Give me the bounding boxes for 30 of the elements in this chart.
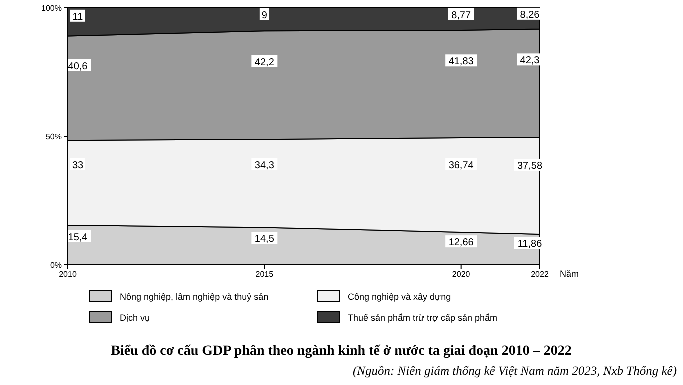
data-label: 12,66 [448, 238, 474, 249]
y-tick-label: 0% [50, 261, 62, 270]
legend-label: Nông nghiệp, lâm nghiệp và thuỷ sản [120, 292, 269, 302]
data-label: 36,74 [448, 160, 474, 172]
data-label: 14,5 [254, 234, 275, 246]
data-label: 40,6 [68, 61, 88, 72]
x-axis-title: Năm [560, 269, 580, 279]
y-tick-label: 50% [46, 132, 62, 142]
legend-label: Dịch vụ [120, 313, 150, 323]
data-label: 11 [72, 12, 84, 23]
data-label: 8,26 [520, 10, 540, 21]
x-tick-label: 2010 [59, 270, 78, 279]
data-label: 11,86 [518, 239, 543, 250]
data-label: 37,58 [517, 160, 543, 172]
data-label: 8,77 [452, 10, 472, 22]
data-label: 9 [262, 10, 268, 22]
data-label: 41,83 [448, 56, 474, 68]
text: Biểu đồ cơ cấu GDP phân theo ngành kinh tế ở nước ta giai đoạn 2010 – 2022 [111, 344, 572, 359]
data-label: 33 [72, 160, 84, 172]
data-label: 15,4 [68, 232, 88, 244]
y-tick-label: 100% [42, 4, 62, 13]
x-tick-label: 2015 [256, 270, 274, 279]
data-label: 42,3 [520, 56, 540, 67]
data-label: 42,2 [254, 57, 275, 68]
x-tick-label: 2022 [531, 270, 550, 279]
legend-label: Công nghiệp và xây dựng [348, 292, 452, 302]
legend-label: Thuế sản phẩm trừ trợ cấp sản phẩm [348, 313, 498, 323]
x-tick-label: 2020 [452, 270, 471, 279]
text: (Nguồn: Niên giám thống kê Việt Nam năm 2023, Nxb Thống kê) [352, 364, 677, 378]
data-label: 34,3 [254, 160, 275, 172]
